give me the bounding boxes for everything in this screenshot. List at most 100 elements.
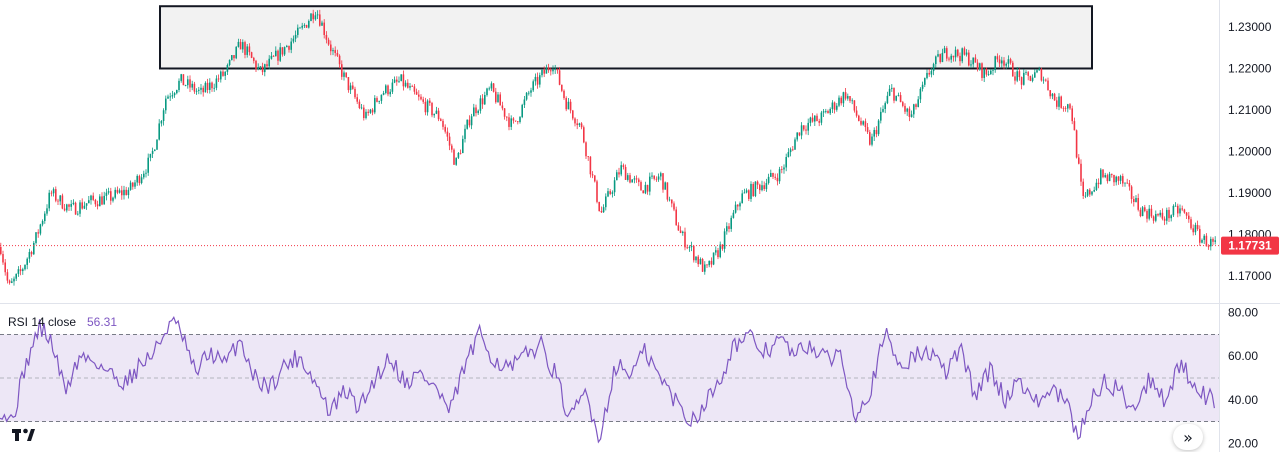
- candle: [242, 39, 244, 53]
- candle: [514, 120, 517, 122]
- candle: [576, 118, 578, 130]
- candle: [1177, 203, 1179, 218]
- price-tick-label: 1.20000: [1228, 145, 1272, 159]
- candle: [1135, 195, 1137, 203]
- candle: [63, 204, 66, 212]
- candle: [96, 200, 99, 210]
- candle: [145, 169, 147, 178]
- last-price-badge: 1.17731: [1221, 236, 1279, 255]
- rsi-legend-label[interactable]: RSI 14 close: [8, 315, 76, 329]
- candle: [1007, 55, 1010, 68]
- candle: [589, 156, 592, 178]
- candle: [217, 74, 220, 82]
- candle: [547, 63, 550, 73]
- candle: [596, 179, 598, 204]
- tradingview-logo-icon[interactable]: [12, 428, 35, 441]
- candle: [983, 68, 985, 83]
- candlestick-series: [0, 9, 1216, 286]
- candle: [1016, 67, 1018, 83]
- candle: [301, 22, 303, 30]
- candle: [1009, 57, 1012, 65]
- rsi-pane[interactable]: RSI 14 close 56.31: [0, 315, 1219, 444]
- candle: [261, 62, 264, 76]
- candle: [466, 119, 468, 130]
- candle: [783, 164, 785, 174]
- candle: [323, 19, 325, 39]
- candle: [664, 181, 666, 190]
- candle: [158, 119, 160, 141]
- candle: [814, 115, 816, 126]
- candle: [1183, 208, 1186, 214]
- candle: [404, 80, 407, 88]
- candle: [413, 84, 416, 95]
- candle: [1038, 66, 1040, 71]
- candle: [134, 179, 136, 190]
- candle: [1034, 69, 1036, 78]
- candle: [248, 43, 251, 56]
- candle: [1210, 236, 1212, 251]
- candle: [103, 191, 105, 205]
- rsi-axis[interactable]: 80.00 60.00 40.00 20.00: [1228, 306, 1258, 451]
- candle: [1170, 214, 1172, 222]
- candle: [17, 266, 20, 277]
- candle: [523, 96, 526, 109]
- candle: [376, 96, 378, 103]
- candle: [750, 181, 752, 202]
- candle: [180, 73, 182, 83]
- price-tick-label: 1.23000: [1228, 20, 1272, 34]
- candle: [572, 109, 574, 121]
- candle: [1018, 68, 1021, 81]
- candle: [809, 116, 812, 127]
- candle: [525, 92, 528, 101]
- candle: [1095, 178, 1098, 191]
- resistance-zone[interactable]: [159, 5, 1093, 70]
- candle: [913, 103, 915, 118]
- rsi-tick-label: 20.00: [1228, 436, 1258, 450]
- scroll-to-realtime-button[interactable]: »: [1173, 424, 1203, 450]
- candle: [347, 76, 350, 93]
- candle: [400, 74, 402, 82]
- candle: [193, 81, 196, 94]
- candle: [451, 143, 453, 153]
- price-pane[interactable]: [0, 5, 1219, 286]
- candle: [1058, 93, 1060, 111]
- candle: [930, 68, 933, 78]
- candle: [244, 40, 246, 59]
- candle: [888, 85, 891, 97]
- candle: [759, 183, 761, 194]
- candle: [688, 245, 691, 252]
- candle: [506, 116, 508, 122]
- candle: [310, 13, 312, 22]
- candle: [851, 98, 853, 105]
- candle: [895, 95, 897, 102]
- candle: [952, 55, 955, 62]
- candle: [1157, 213, 1159, 217]
- candle: [446, 127, 449, 141]
- candle: [712, 252, 715, 266]
- candle: [787, 148, 790, 158]
- candle: [1005, 62, 1007, 70]
- candle: [0, 242, 2, 256]
- candle: [873, 127, 875, 142]
- rsi-legend-value: 56.31: [87, 315, 117, 329]
- candle: [908, 106, 911, 122]
- candle: [35, 232, 37, 245]
- candle: [767, 173, 770, 185]
- candle: [1108, 171, 1111, 182]
- candle: [697, 254, 699, 267]
- candle: [561, 84, 563, 93]
- candle: [899, 92, 902, 103]
- candle: [580, 122, 583, 130]
- candle: [1036, 69, 1038, 74]
- candle: [11, 278, 13, 284]
- candle: [398, 76, 400, 84]
- rsi-tick-label: 60.00: [1228, 349, 1258, 363]
- candle: [770, 169, 772, 177]
- candle: [748, 189, 750, 202]
- candle: [818, 118, 820, 127]
- candle: [1185, 211, 1188, 219]
- candle: [646, 184, 649, 195]
- candle: [1194, 222, 1197, 236]
- candle: [363, 104, 365, 121]
